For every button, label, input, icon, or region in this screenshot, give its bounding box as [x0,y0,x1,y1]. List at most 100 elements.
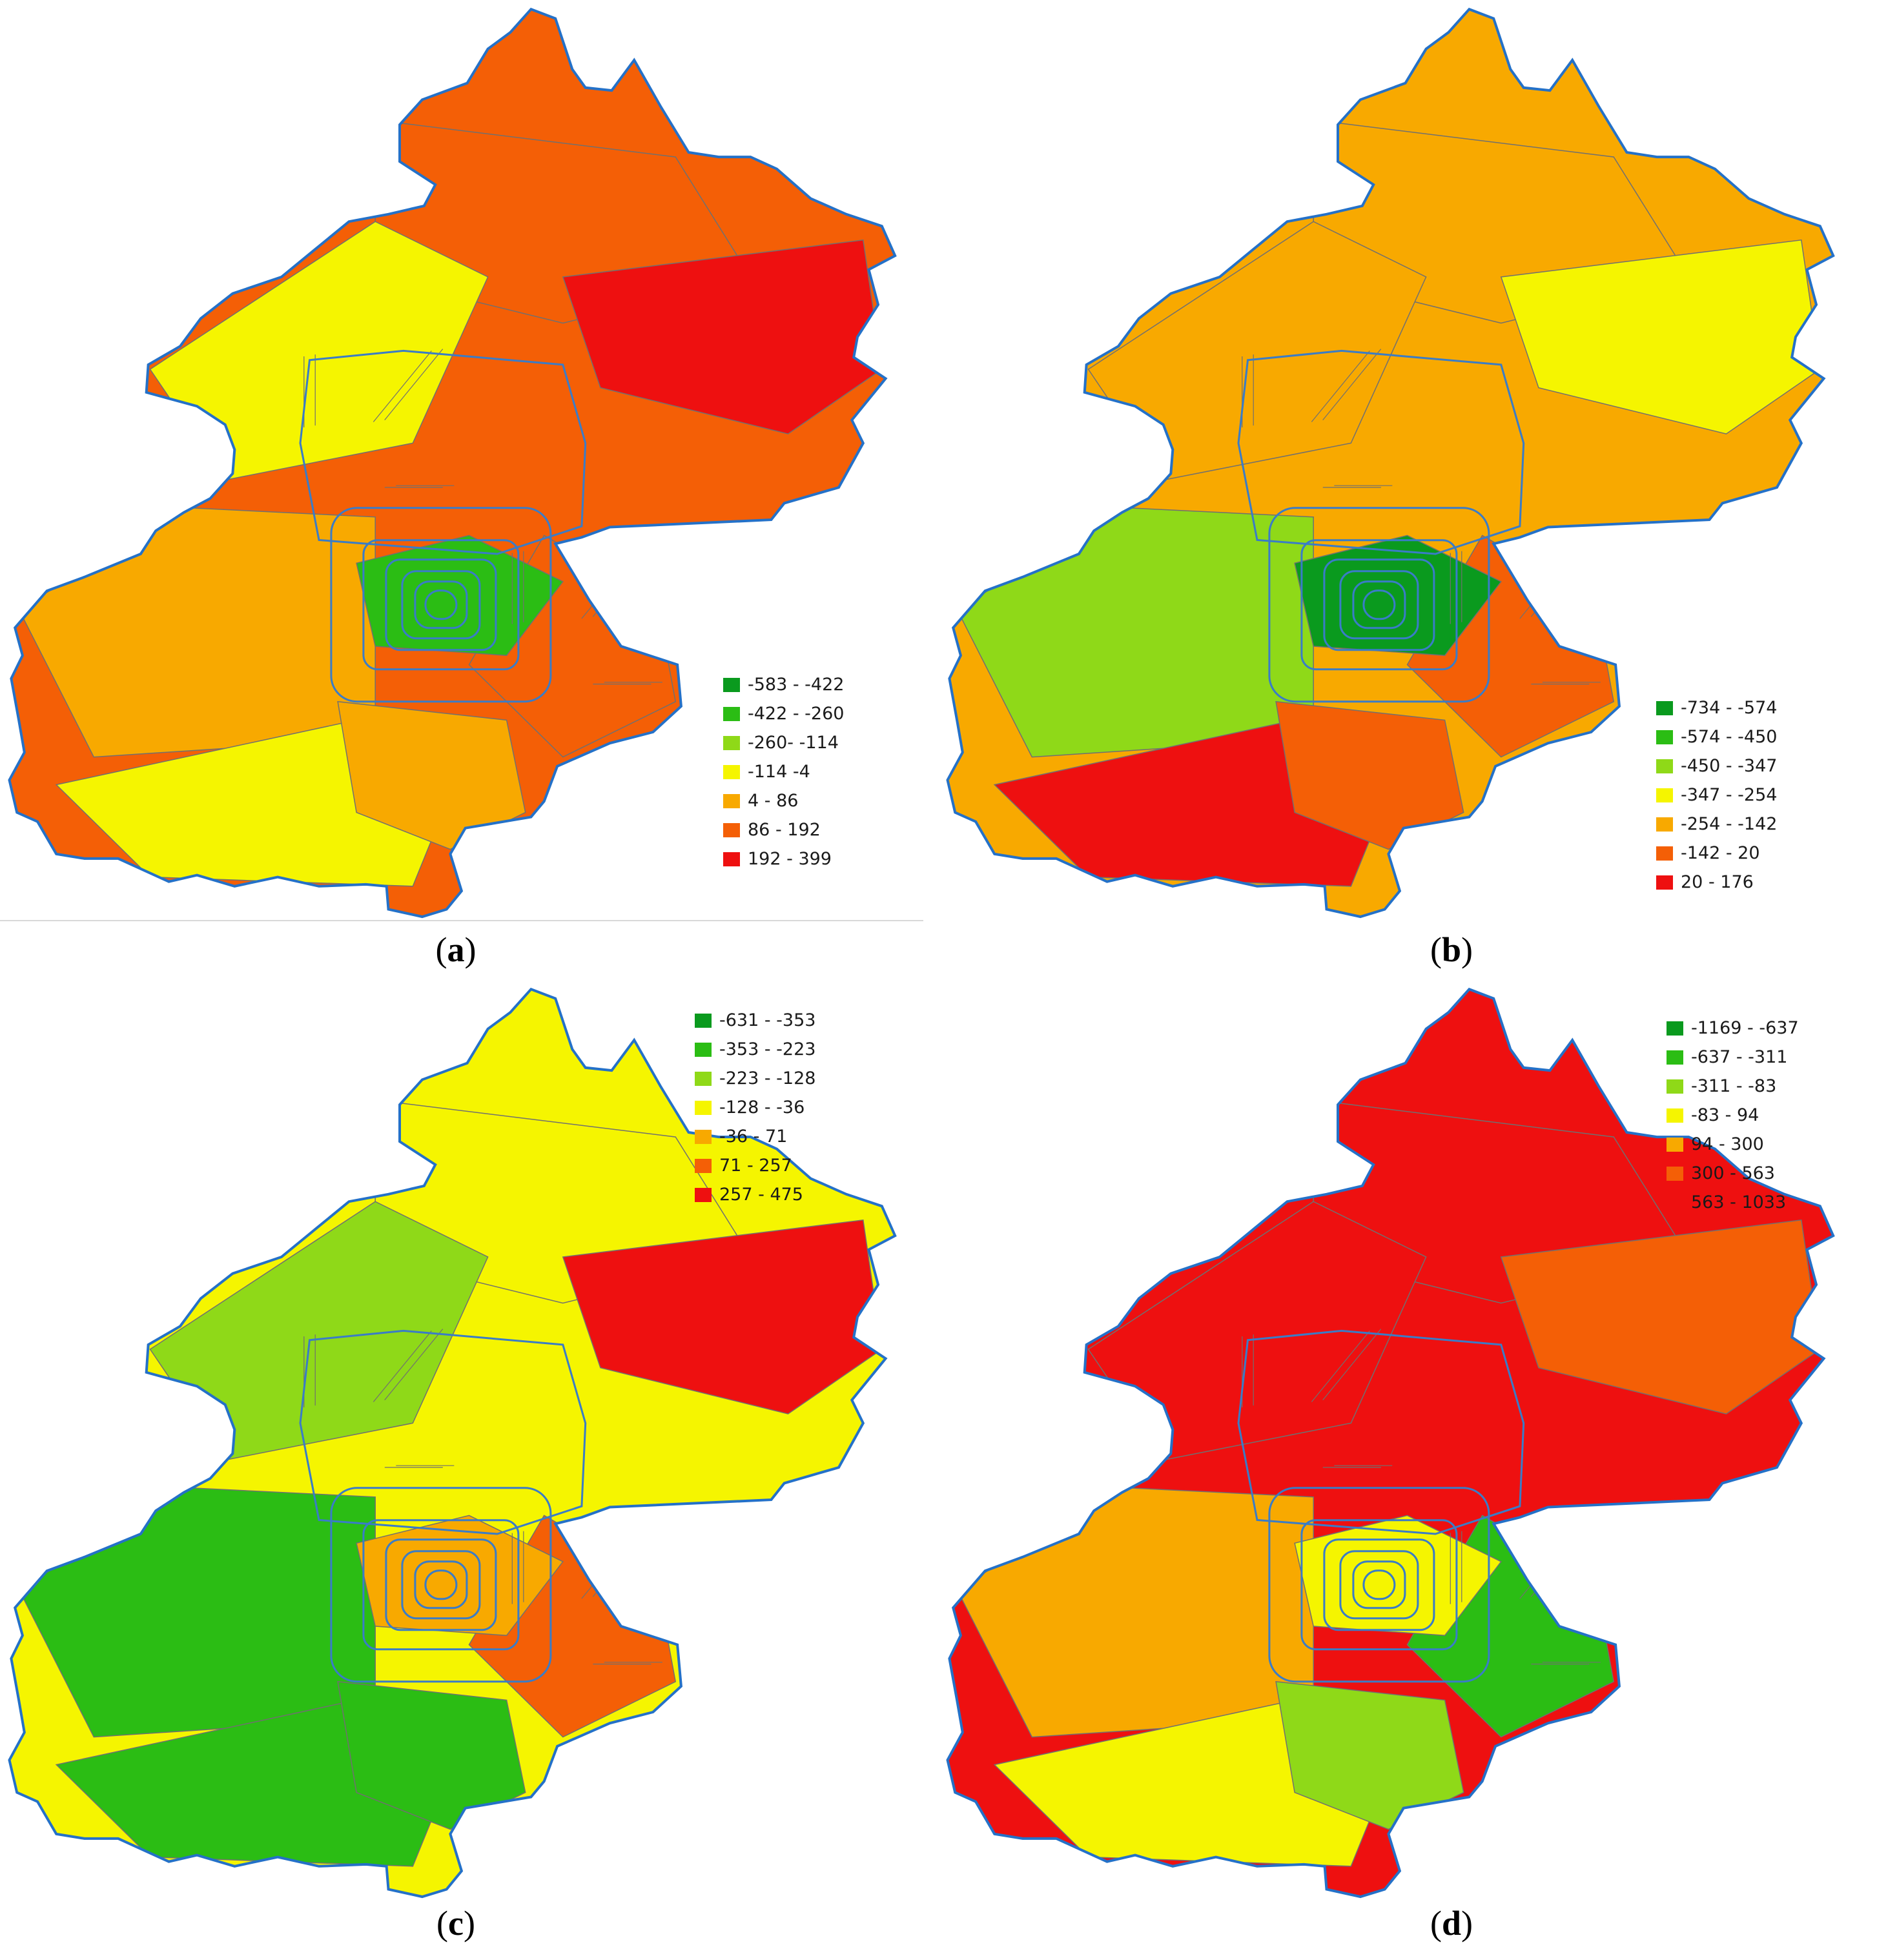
ring-road [414,580,468,629]
legend-label: 192 - 399 [748,849,832,869]
choropleth-map-c [8,987,897,1899]
municipal-boundary [946,987,1835,1899]
ring-road [1339,1550,1419,1620]
caption-c: (c) [391,1903,520,1943]
legend-item: -631 - -353 [695,1006,815,1035]
legend-label: -450 - -347 [1681,756,1778,776]
legend-a: -583 - -422 -422 - -260 -260- -114 -114 … [723,670,844,873]
caption-close: ) [1461,1904,1473,1943]
legend-d: -1169 - -637 -637 - -311 -311 - -83 -83 … [1667,1014,1799,1217]
caption-label: d [1441,1904,1462,1943]
legend-swatch [1656,817,1673,832]
choropleth-map-d [946,987,1835,1899]
legend-item: -36 - 71 [695,1122,815,1151]
region-northeast [562,1219,883,1414]
legend-item: 4 - 86 [723,786,844,815]
district-line [1519,1527,1579,1599]
region-northeast [562,239,883,434]
map-panel-c: -631 - -353 -353 - -223 -223 - -128 -128… [0,980,938,1960]
legend-label: -36 - 71 [719,1127,788,1147]
choropleth-map-a [8,7,897,919]
district-line [592,545,651,617]
legend-item: -1169 - -637 [1667,1014,1799,1043]
legend-label: -631 - -353 [719,1010,816,1030]
legend-item: -353 - -223 [695,1035,815,1064]
caption-d: (d) [1387,1903,1516,1943]
legend-item: -734 - -574 [1656,693,1777,722]
legend-label: -114 -4 [748,762,810,782]
ring-road [330,507,552,703]
legend-c-list: -631 - -353 -353 - -223 -223 - -128 -128… [695,1006,815,1209]
legend-label: -422 - -260 [748,704,845,724]
district-line [165,1134,224,1206]
ring-road [385,1538,497,1631]
legend-item: -128 - -36 [695,1093,815,1122]
legend-swatch [1656,730,1673,744]
legend-swatch [695,1129,712,1144]
district-line [592,1525,651,1597]
legend-swatch [723,677,740,692]
municipal-boundary [946,7,1835,919]
legend-label: -734 - -574 [1681,698,1778,718]
caption-label: b [1441,930,1462,969]
legend-label: -223 - -128 [719,1068,816,1088]
region-northeast [1500,1219,1821,1414]
legend-label: 86 - 192 [748,820,821,840]
district-line [1114,1132,1173,1204]
legend-swatch [695,1100,712,1115]
legend-label: 94 - 300 [1691,1134,1764,1154]
ring-road [330,1487,552,1683]
legend-swatch [1667,1021,1683,1036]
sixth-ring-road [299,1329,587,1535]
district-line [384,349,444,420]
legend-item: 257 - 475 [695,1180,815,1209]
ring-road [1268,507,1490,703]
legend-swatch [695,1187,712,1202]
caption-open: ( [1430,930,1442,969]
legend-swatch [1667,1050,1683,1065]
ring-road [414,1560,468,1609]
legend-item: -583 - -422 [723,670,844,699]
district-line [789,1724,848,1796]
legend-swatch [1667,1108,1683,1123]
legend-item: -223 - -128 [695,1064,815,1093]
legend-swatch [723,764,740,779]
ring-road [1323,1538,1435,1631]
district-line [1103,154,1162,226]
district-line [1311,351,1370,422]
district-line [384,1329,444,1400]
district-line [581,547,641,619]
legend-swatch [723,793,740,808]
district-line [165,154,224,226]
choropleth-map-b [946,7,1835,919]
district-line [1727,1724,1787,1796]
caption-open: ( [436,1904,449,1943]
legend-swatch [1656,846,1673,861]
district-line [1103,1134,1162,1206]
legend-label: 563 - 1033 [1691,1192,1787,1212]
region-northeast [1500,239,1821,434]
legend-label: 4 - 86 [748,791,799,811]
legend-swatch [695,1042,712,1057]
legend-swatch [695,1071,712,1086]
legend-swatch [723,822,740,837]
legend-label: -1169 - -637 [1691,1018,1799,1038]
ring-road [424,589,458,620]
district-line [581,1527,641,1599]
district-line [1530,545,1590,617]
district-line [373,1331,432,1402]
legend-label: -347 - -254 [1681,785,1778,805]
ring-road [1300,1519,1458,1651]
sixth-ring-road [1237,349,1525,555]
caption-open: ( [1430,1904,1442,1943]
legend-label: -574 - -450 [1681,727,1778,747]
legend-label: -128 - -36 [719,1097,805,1118]
legend-label: -254 - -142 [1681,814,1778,834]
legend-swatch [723,852,740,866]
legend-item: -347 - -254 [1656,781,1777,810]
district-line [1519,547,1579,619]
legend-label: 20 - 176 [1681,872,1754,892]
legend-swatch [1656,700,1673,715]
legend-label: 257 - 475 [719,1185,803,1205]
district-line [176,152,235,224]
